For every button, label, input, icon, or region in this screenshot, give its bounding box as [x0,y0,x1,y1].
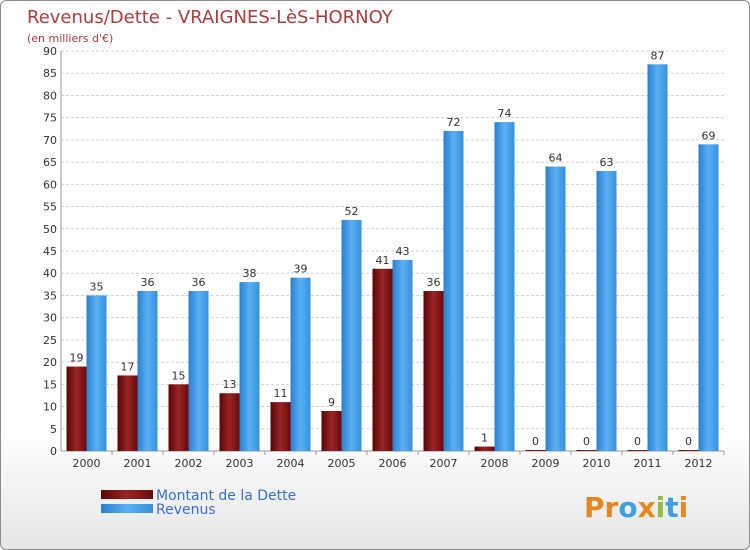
x-tick-label: 2001 [124,457,152,470]
revenue-value-label: 63 [600,156,614,169]
revenue-bar [239,282,260,451]
revenue-bar [596,171,617,451]
debt-bar [678,450,699,451]
debt-value-label: 0 [685,435,692,448]
debt-bar [168,384,189,451]
revenue-bar [443,131,464,451]
debt-bar [525,450,546,451]
proxiti-logo: Proxiti [584,491,688,524]
debt-bar [627,450,648,451]
debt-value-label: 17 [121,360,135,373]
legend-label: Revenus [156,502,216,518]
x-tick-label: 2012 [685,457,713,470]
y-tick-label: 60 [43,178,57,191]
debt-bar [474,446,495,451]
x-tick-label: 2003 [226,457,254,470]
revenue-bar [290,277,311,451]
x-tick-label: 2010 [583,457,611,470]
axis-layer: 0510152025303540455055606570758085902000… [43,45,725,470]
y-tick-label: 45 [43,245,57,258]
y-tick-label: 35 [43,289,57,302]
revenue-value-label: 39 [294,263,308,276]
debt-value-label: 0 [634,435,641,448]
revenue-value-label: 52 [345,205,359,218]
debt-bar [270,402,291,451]
labels-layer: 19 35 17 36 15 36 13 38 11 39 9 52 41 43 36 72 1 74 0 64 0 63… [70,49,716,448]
y-tick-label: 20 [43,356,57,369]
x-tick-label: 2004 [277,457,305,470]
revenue-value-label: 43 [396,245,410,258]
x-tick-label: 2009 [532,457,560,470]
y-tick-label: 65 [43,156,57,169]
debt-value-label: 36 [427,276,441,289]
debt-bar [219,393,240,451]
debt-bar [423,291,444,451]
revenue-bar [341,219,362,451]
x-tick-label: 2005 [328,457,356,470]
y-tick-label: 55 [43,201,57,214]
debt-bar [117,375,138,451]
debt-value-label: 19 [70,352,84,365]
debt-bar [372,268,393,451]
revenue-value-label: 36 [192,276,206,289]
revenue-value-label: 35 [90,280,104,293]
y-tick-label: 25 [43,334,57,347]
debt-value-label: 9 [328,396,335,409]
revenue-bar [188,291,209,451]
debt-value-label: 11 [274,387,288,400]
revenue-bar [86,295,107,451]
y-tick-label: 5 [50,423,57,436]
revenue-value-label: 64 [549,152,563,165]
y-tick-label: 85 [43,67,57,80]
x-tick-label: 2006 [379,457,407,470]
revenue-value-label: 72 [447,116,461,129]
y-tick-label: 10 [43,401,57,414]
legend-swatch [101,490,153,499]
legend-swatch [101,504,153,513]
y-tick-label: 15 [43,378,57,391]
y-tick-label: 90 [43,45,57,58]
debt-value-label: 1 [481,432,488,445]
y-tick-label: 0 [50,445,57,458]
y-tick-label: 40 [43,267,57,280]
chart-title: Revenus/Dette - VRAIGNES-LèS-HORNOY [27,7,394,28]
revenue-bar [545,166,566,452]
x-tick-label: 2008 [481,457,509,470]
debt-value-label: 41 [376,254,390,267]
revenue-value-label: 87 [651,49,665,62]
debt-bar [321,411,342,451]
debt-bar [576,450,597,451]
debt-value-label: 0 [583,435,590,448]
debt-bar [66,366,87,451]
x-tick-label: 2000 [73,457,101,470]
x-tick-label: 2007 [430,457,458,470]
revenue-value-label: 36 [141,276,155,289]
y-tick-label: 50 [43,223,57,236]
revenue-bar [647,64,668,452]
x-tick-label: 2002 [175,457,203,470]
revenue-bar [392,259,413,451]
y-tick-label: 70 [43,134,57,147]
debt-value-label: 15 [172,369,186,382]
legend-label: Montant de la Dette [156,488,296,504]
bars-layer [66,64,719,452]
debt-value-label: 13 [223,378,237,391]
revenue-bar [494,122,515,451]
y-tick-label: 80 [43,89,57,102]
y-tick-label: 30 [43,312,57,325]
y-tick-label: 75 [43,112,57,125]
chart-subtitle: (en milliers d'€) [27,32,113,45]
revenue-value-label: 74 [498,107,512,120]
revenue-bar [698,144,719,452]
revenue-value-label: 38 [243,267,257,280]
debt-value-label: 0 [532,435,539,448]
revenue-value-label: 69 [702,129,716,142]
x-tick-label: 2011 [634,457,662,470]
revenue-bar [137,291,158,451]
